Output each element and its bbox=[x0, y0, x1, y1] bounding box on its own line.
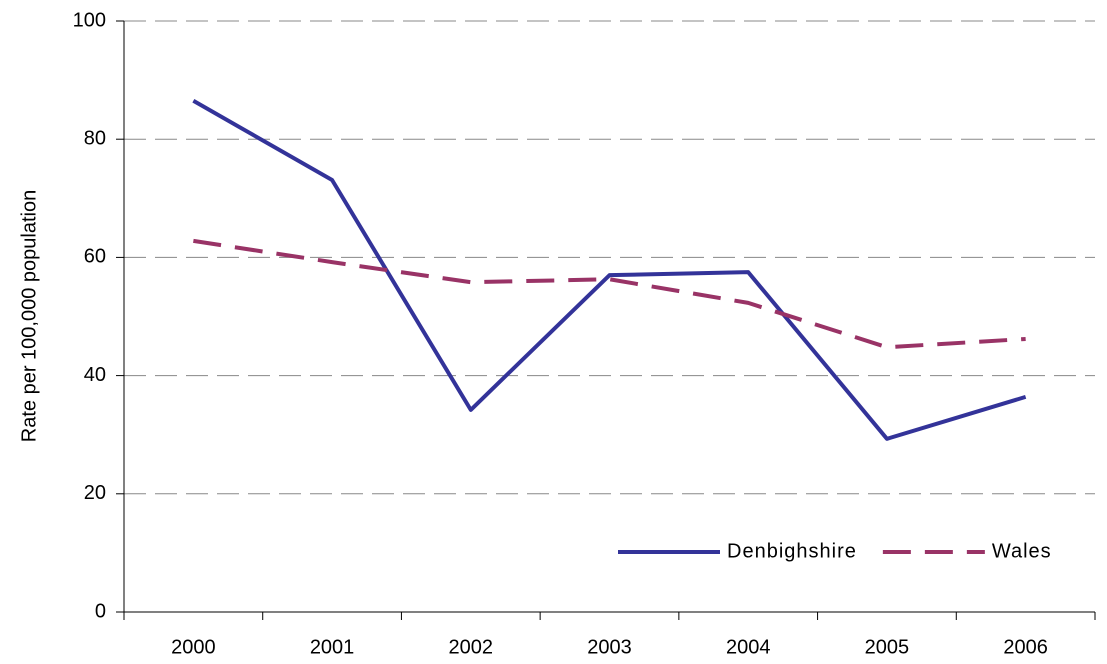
series-line bbox=[193, 238, 1026, 350]
legend-label: Denbighshire bbox=[727, 540, 857, 562]
x-tick-label: 2003 bbox=[587, 636, 632, 658]
y-tick-label: 0 bbox=[95, 600, 106, 622]
x-tick-label: 2006 bbox=[1003, 636, 1048, 658]
x-tick-label: 2004 bbox=[726, 636, 771, 658]
y-tick-label: 40 bbox=[84, 364, 106, 386]
x-tick-label: 2002 bbox=[449, 636, 494, 658]
x-tick-label: 2001 bbox=[310, 636, 355, 658]
legend-label: Wales bbox=[992, 540, 1052, 562]
series-line bbox=[192, 99, 1027, 441]
y-tick-label: 20 bbox=[84, 482, 106, 504]
x-tick-label: 2000 bbox=[171, 636, 216, 658]
y-tick-label: 100 bbox=[73, 9, 106, 31]
y-axis-label: Rate per 100,000 population bbox=[18, 190, 40, 442]
y-tick-label: 60 bbox=[84, 246, 106, 268]
y-tick-label: 80 bbox=[84, 127, 106, 149]
x-tick-label: 2005 bbox=[865, 636, 910, 658]
